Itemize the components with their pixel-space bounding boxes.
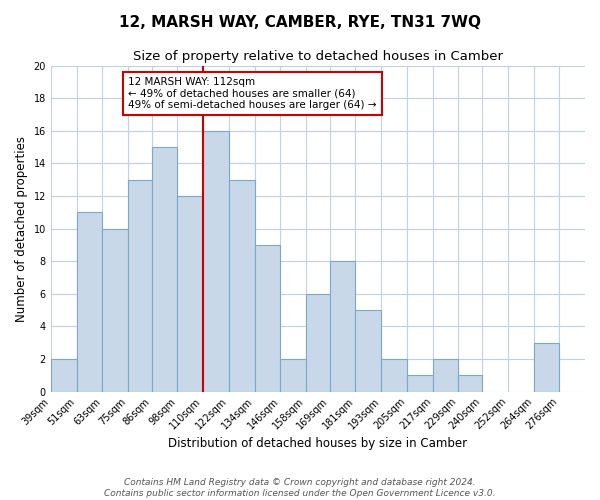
Bar bbox=[280, 359, 306, 392]
Bar bbox=[355, 310, 381, 392]
Text: Contains HM Land Registry data © Crown copyright and database right 2024.
Contai: Contains HM Land Registry data © Crown c… bbox=[104, 478, 496, 498]
Bar bbox=[203, 131, 229, 392]
Text: 12, MARSH WAY, CAMBER, RYE, TN31 7WQ: 12, MARSH WAY, CAMBER, RYE, TN31 7WQ bbox=[119, 15, 481, 30]
Bar bbox=[407, 376, 433, 392]
Bar bbox=[306, 294, 329, 392]
Bar bbox=[229, 180, 254, 392]
Bar bbox=[128, 180, 152, 392]
Title: Size of property relative to detached houses in Camber: Size of property relative to detached ho… bbox=[133, 50, 503, 63]
Bar bbox=[433, 359, 458, 392]
Bar bbox=[152, 147, 178, 392]
Bar bbox=[381, 359, 407, 392]
Bar bbox=[533, 342, 559, 392]
Bar bbox=[254, 245, 280, 392]
Bar bbox=[102, 228, 128, 392]
Bar bbox=[178, 196, 203, 392]
Bar bbox=[51, 359, 77, 392]
X-axis label: Distribution of detached houses by size in Camber: Distribution of detached houses by size … bbox=[169, 437, 467, 450]
Text: 12 MARSH WAY: 112sqm
← 49% of detached houses are smaller (64)
49% of semi-detac: 12 MARSH WAY: 112sqm ← 49% of detached h… bbox=[128, 77, 377, 110]
Bar bbox=[329, 261, 355, 392]
Bar bbox=[77, 212, 102, 392]
Bar bbox=[458, 376, 482, 392]
Y-axis label: Number of detached properties: Number of detached properties bbox=[15, 136, 28, 322]
